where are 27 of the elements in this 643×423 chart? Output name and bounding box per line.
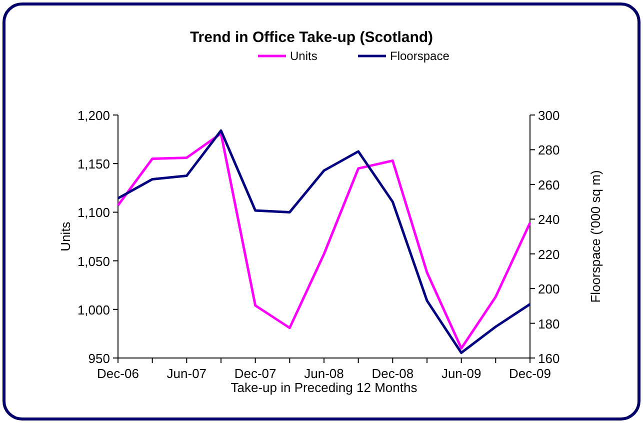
y2-tick-label: 280 bbox=[538, 142, 560, 158]
y-tick-label: 1,100 bbox=[77, 205, 110, 220]
y2-axis-title: Floorspace ('000 sq m) bbox=[588, 170, 603, 303]
x-tick-label: Dec-08 bbox=[372, 366, 414, 381]
x-tick-label: Dec-09 bbox=[509, 366, 551, 381]
x-tick-label: Jun-07 bbox=[166, 366, 207, 381]
y-tick-label: 1,000 bbox=[77, 302, 110, 318]
x-tick-label: Dec-07 bbox=[234, 366, 276, 381]
y2-tick-label: 160 bbox=[538, 351, 560, 366]
legend-label: Floorspace bbox=[390, 49, 450, 63]
legend-label: Units bbox=[290, 49, 318, 63]
y-tick-label: 1,150 bbox=[77, 156, 110, 172]
y-tick-label: 950 bbox=[88, 351, 110, 366]
y-tick-label: 1,200 bbox=[77, 108, 110, 123]
y2-tick-label: 200 bbox=[538, 282, 560, 297]
y2-tick-label: 180 bbox=[538, 316, 560, 332]
x-tick-label: Jun-08 bbox=[304, 366, 344, 381]
y2-tick-label: 300 bbox=[538, 108, 560, 123]
x-axis-title: Take-up in Preceding 12 Months bbox=[230, 380, 418, 395]
x-tick-label: Dec-06 bbox=[97, 366, 139, 381]
y-axis-title: Units bbox=[58, 221, 73, 252]
y2-tick-label: 240 bbox=[538, 212, 560, 228]
y-tick-label: 1,050 bbox=[77, 254, 110, 269]
y2-tick-label: 220 bbox=[538, 246, 560, 262]
x-tick-label: Jun-09 bbox=[441, 366, 482, 381]
y2-tick-label: 260 bbox=[538, 177, 560, 192]
chart-title: Trend in Office Take-up (Scotland) bbox=[190, 29, 434, 46]
